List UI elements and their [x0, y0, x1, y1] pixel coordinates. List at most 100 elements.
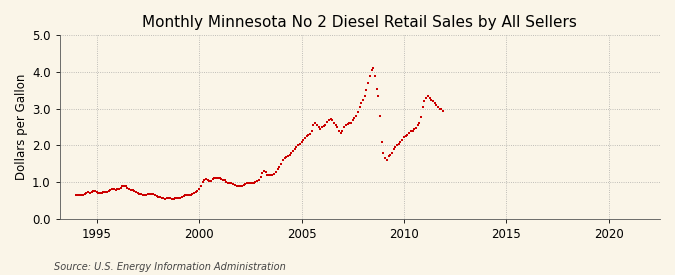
Point: [358, 97, 369, 102]
Point: [359, 94, 370, 98]
Point: [368, 66, 379, 71]
Point: [335, 130, 346, 135]
Point: [255, 174, 266, 179]
Point: [110, 188, 121, 192]
Point: [230, 182, 240, 187]
Point: [320, 123, 331, 127]
Point: [161, 196, 172, 200]
Point: [300, 136, 310, 140]
Point: [119, 183, 130, 188]
Point: [304, 132, 315, 137]
Point: [81, 191, 92, 195]
Point: [327, 118, 338, 123]
Point: [421, 95, 431, 100]
Point: [98, 190, 109, 194]
Point: [377, 139, 387, 144]
Point: [207, 177, 218, 182]
Point: [202, 178, 213, 182]
Point: [271, 170, 281, 174]
Point: [236, 183, 247, 188]
Point: [291, 145, 302, 149]
Point: [223, 181, 234, 185]
Point: [138, 192, 148, 197]
Point: [419, 99, 430, 104]
Point: [167, 196, 178, 201]
Point: [348, 118, 358, 123]
Point: [330, 123, 341, 127]
Point: [392, 143, 402, 148]
Point: [177, 194, 188, 199]
Point: [346, 120, 356, 125]
Point: [284, 152, 295, 157]
Point: [105, 188, 116, 193]
Point: [426, 97, 437, 102]
Point: [165, 196, 176, 200]
Point: [431, 103, 441, 107]
Point: [180, 193, 191, 197]
Title: Monthly Minnesota No 2 Diesel Retail Sales by All Sellers: Monthly Minnesota No 2 Diesel Retail Sal…: [142, 15, 577, 30]
Point: [238, 183, 249, 187]
Point: [115, 185, 126, 190]
Point: [288, 149, 298, 153]
Point: [182, 193, 192, 197]
Point: [409, 127, 420, 131]
Point: [192, 189, 203, 193]
Point: [213, 175, 223, 180]
Point: [296, 139, 307, 144]
Point: [131, 190, 142, 194]
Point: [120, 184, 131, 189]
Point: [197, 180, 208, 184]
Point: [398, 135, 409, 139]
Point: [404, 130, 414, 135]
Point: [361, 88, 372, 93]
Point: [267, 172, 278, 177]
Point: [221, 180, 232, 184]
Point: [250, 180, 261, 184]
Point: [282, 153, 293, 158]
Point: [211, 175, 221, 180]
Point: [190, 190, 201, 194]
Point: [308, 123, 319, 127]
Point: [373, 94, 384, 98]
Point: [322, 119, 333, 124]
Point: [293, 143, 304, 148]
Point: [78, 193, 88, 197]
Point: [371, 86, 382, 91]
Point: [91, 190, 102, 194]
Point: [275, 161, 286, 166]
Point: [71, 193, 82, 197]
Point: [262, 172, 273, 177]
Point: [366, 68, 377, 72]
Point: [153, 194, 163, 199]
Point: [259, 169, 269, 173]
Point: [74, 192, 85, 197]
Point: [235, 183, 246, 188]
Point: [122, 186, 133, 191]
Point: [323, 117, 334, 122]
Point: [362, 81, 373, 85]
Point: [279, 156, 290, 160]
Point: [178, 193, 189, 198]
Point: [88, 189, 99, 193]
Point: [252, 179, 263, 183]
Point: [127, 188, 138, 193]
Point: [168, 196, 179, 201]
Point: [232, 183, 242, 188]
Point: [204, 179, 215, 183]
Point: [306, 129, 317, 134]
Point: [344, 121, 354, 126]
Point: [405, 129, 416, 134]
Point: [149, 193, 160, 197]
Point: [380, 156, 391, 160]
Point: [310, 121, 321, 126]
Point: [246, 181, 257, 185]
Point: [417, 105, 428, 109]
Point: [185, 192, 196, 197]
Point: [265, 173, 276, 178]
Point: [436, 107, 447, 112]
Point: [264, 173, 275, 178]
Text: Source: U.S. Energy Information Administration: Source: U.S. Energy Information Administ…: [54, 262, 286, 272]
Point: [134, 192, 144, 196]
Point: [281, 155, 292, 159]
Point: [173, 196, 184, 200]
